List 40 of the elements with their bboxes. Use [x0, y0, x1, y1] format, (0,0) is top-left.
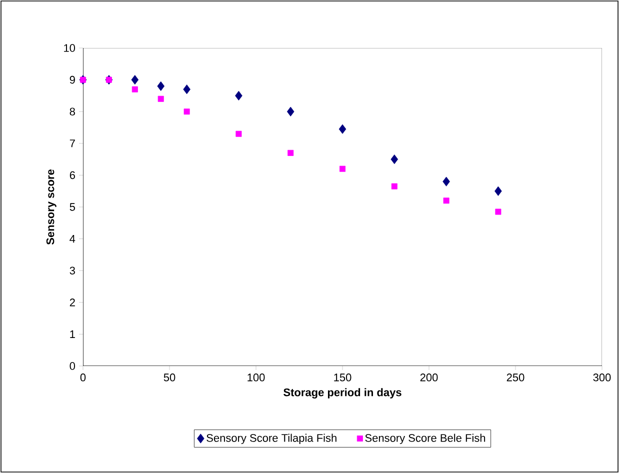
x-tick-label: 0: [80, 374, 86, 382]
point: [235, 90, 242, 100]
point: [288, 150, 294, 156]
x-tick-label: 150: [334, 374, 352, 382]
point: [338, 124, 346, 134]
point: [494, 186, 502, 196]
y-tick-label: 4: [70, 235, 76, 243]
y-axis-title: Sensory score: [46, 169, 56, 245]
x-tick-label: 50: [164, 374, 176, 382]
point: [390, 154, 398, 164]
point: [131, 74, 139, 85]
point: [236, 130, 242, 137]
x-axis-title: Storage period in days: [284, 388, 402, 398]
y-tick-label: 6: [70, 171, 75, 180]
y-tick-label: 0: [70, 362, 76, 370]
point: [286, 106, 294, 116]
point: [184, 108, 190, 115]
point: [132, 86, 138, 92]
point: [183, 84, 190, 94]
x-tick-label: 300: [593, 374, 611, 382]
y-tick-label: 2: [70, 298, 75, 306]
y-tick-label: 9: [70, 76, 75, 84]
point: [443, 198, 450, 204]
y-tick-label: 3: [70, 266, 75, 274]
y-tick-label: 7: [70, 140, 75, 148]
point: [340, 166, 346, 172]
y-tick-label: 8: [70, 108, 75, 116]
legend-label: Sensory Score Bele Fish: [365, 434, 486, 444]
point: [391, 183, 398, 190]
x-tick-label: 200: [420, 374, 438, 382]
x-tick-label: 250: [506, 374, 524, 382]
legend-label: Sensory Score Tilapia Fish: [206, 434, 336, 444]
point: [495, 208, 502, 215]
point: [158, 96, 164, 102]
point: [157, 81, 165, 91]
y-tick-label: 1: [70, 330, 75, 338]
y-tick-label: 10: [64, 44, 76, 52]
point: [442, 176, 450, 186]
x-tick-label: 100: [248, 374, 265, 382]
y-tick-label: 5: [70, 203, 75, 211]
